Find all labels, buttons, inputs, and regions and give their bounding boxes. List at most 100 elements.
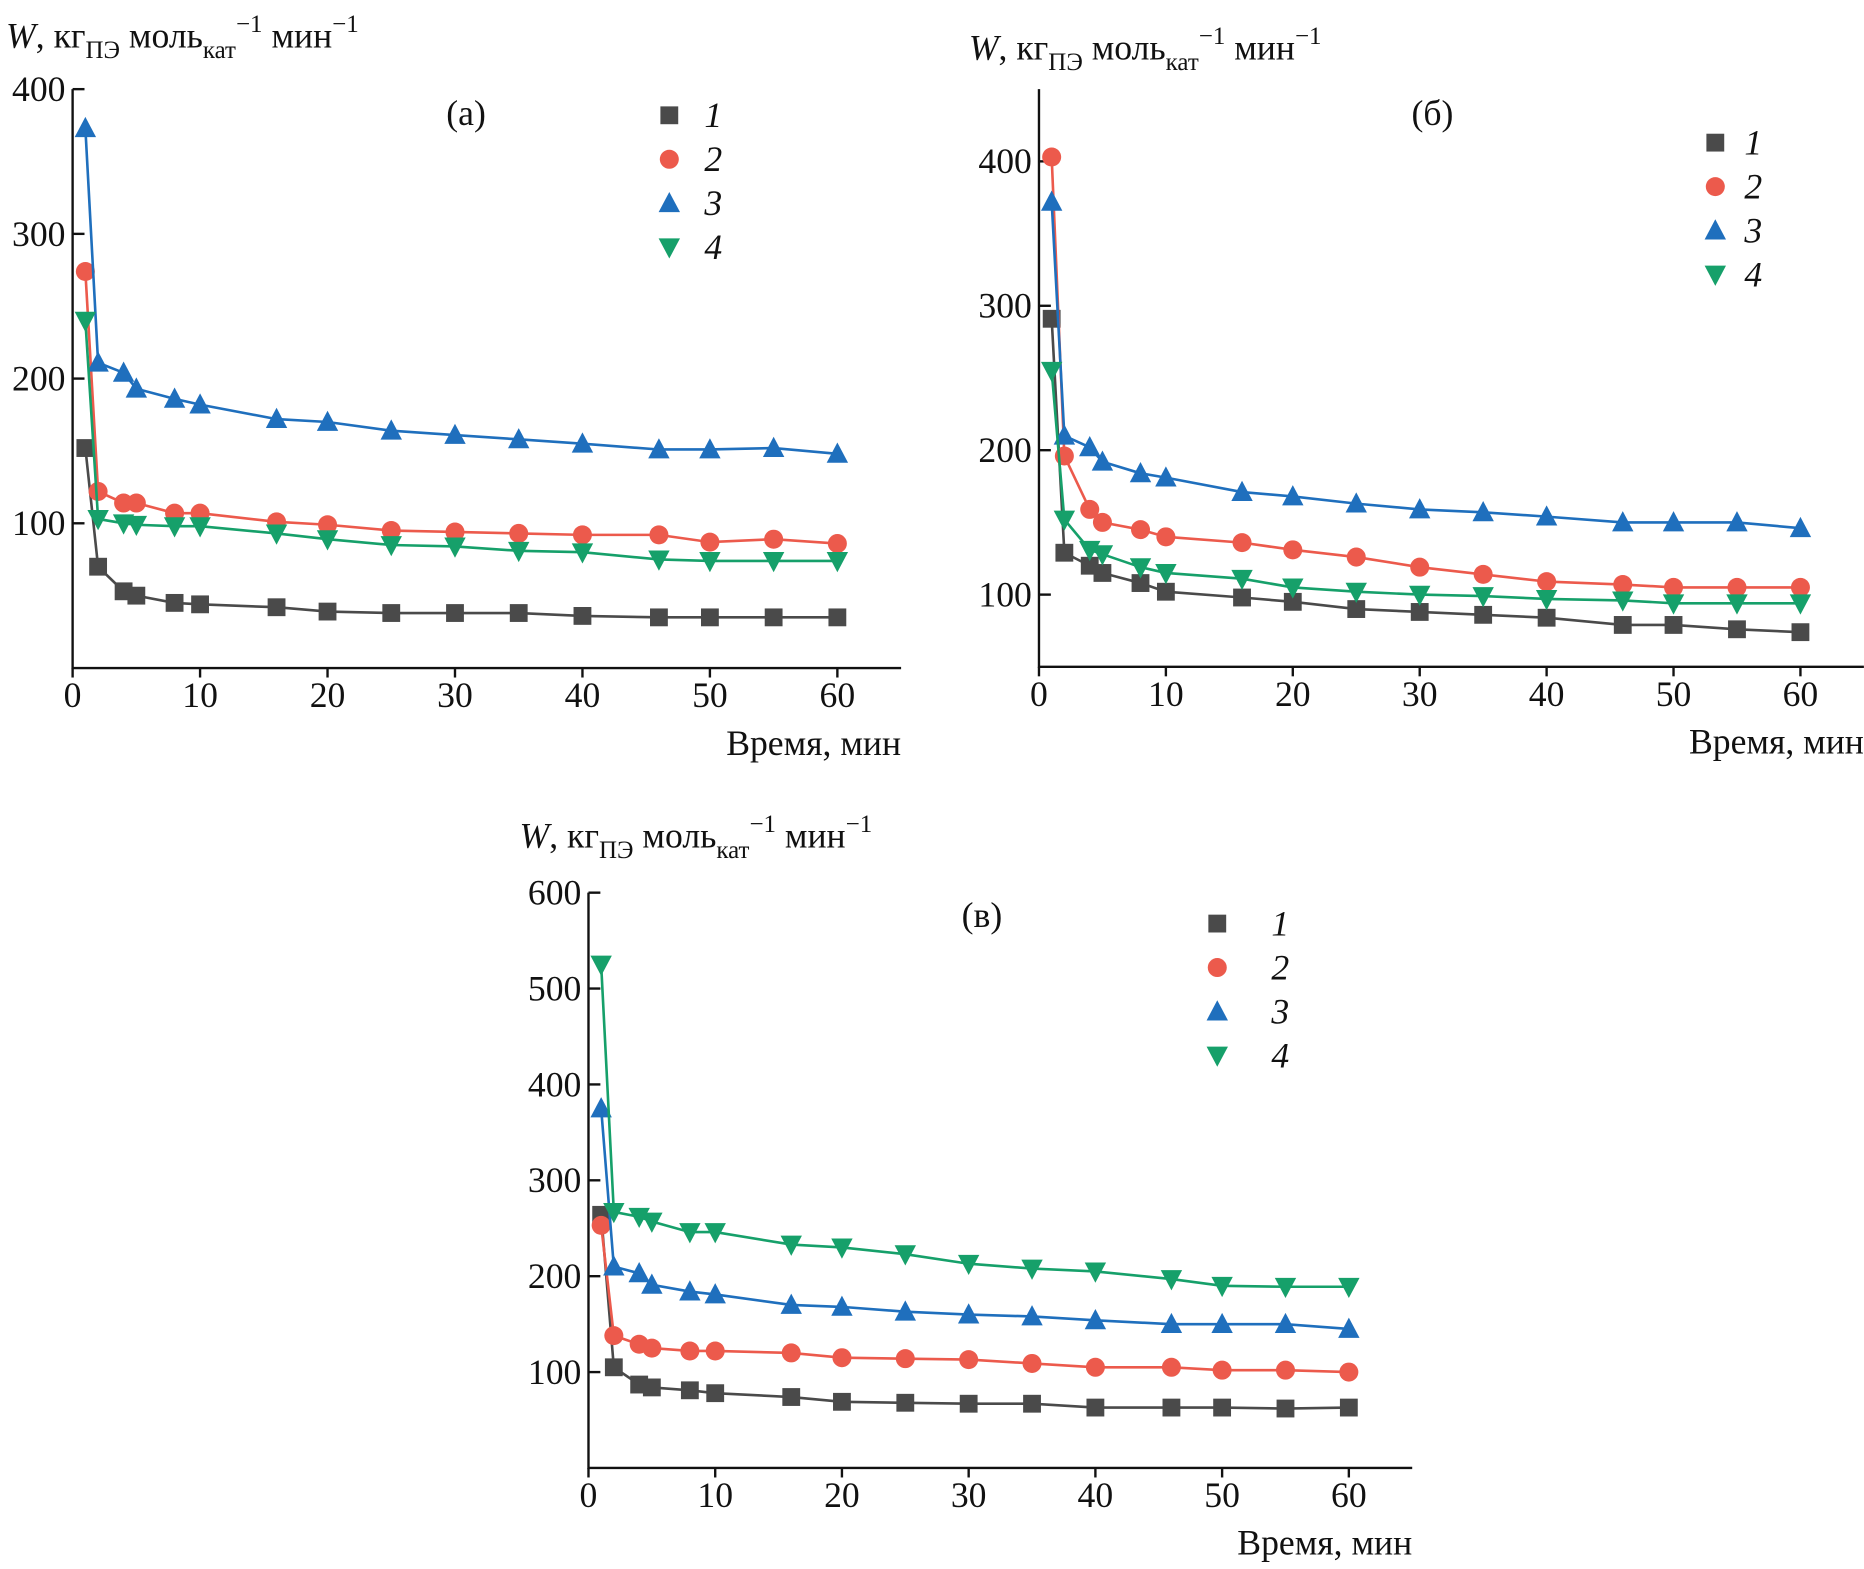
marker xyxy=(832,1348,852,1368)
marker xyxy=(1409,498,1431,519)
marker xyxy=(1283,540,1303,560)
marker xyxy=(1664,577,1684,597)
marker xyxy=(1283,592,1302,611)
x-tick-label: 50 xyxy=(1204,1475,1240,1515)
x-axis-label: Время, мин xyxy=(1689,722,1864,762)
legend-label: 3 xyxy=(703,183,722,223)
marker xyxy=(1282,578,1304,599)
y-axis-label-part: , кг xyxy=(999,27,1049,67)
marker xyxy=(89,557,108,576)
series-line xyxy=(84,320,838,563)
marker xyxy=(1156,582,1175,601)
marker xyxy=(1155,466,1177,487)
y-axis-label-part: кат xyxy=(203,37,236,64)
y-axis-label-part: ПЭ xyxy=(599,837,634,864)
y-axis-label-part: W xyxy=(6,16,39,56)
marker xyxy=(1042,147,1062,167)
marker xyxy=(704,1283,726,1304)
marker xyxy=(509,523,529,543)
x-tick-label: 30 xyxy=(1402,674,1438,714)
x-tick-label: 0 xyxy=(580,1475,598,1515)
marker xyxy=(1156,527,1176,547)
marker xyxy=(650,608,668,627)
marker xyxy=(1613,574,1633,595)
marker xyxy=(445,522,465,542)
x-axis-label: Время, мин xyxy=(726,723,901,763)
marker xyxy=(833,1392,851,1411)
marker xyxy=(1276,1399,1295,1418)
marker xyxy=(88,481,108,501)
marker xyxy=(700,608,719,627)
marker xyxy=(1084,1262,1107,1283)
marker xyxy=(1726,594,1748,615)
marker xyxy=(76,439,95,457)
y-tick-label: 200 xyxy=(528,1256,581,1296)
y-axis-label-part: кат xyxy=(716,837,749,864)
legend-label: 4 xyxy=(704,227,722,267)
marker xyxy=(604,1326,624,1346)
x-tick-label: 30 xyxy=(437,675,473,715)
marker xyxy=(1339,1362,1359,1382)
marker xyxy=(590,955,612,976)
marker xyxy=(189,393,211,414)
marker xyxy=(1662,594,1685,615)
marker xyxy=(508,541,530,563)
marker xyxy=(1345,492,1367,513)
marker xyxy=(573,607,592,625)
marker xyxy=(1728,620,1746,639)
marker xyxy=(648,550,670,571)
marker xyxy=(648,438,670,459)
marker xyxy=(1093,564,1112,582)
marker xyxy=(1040,190,1063,211)
x-tick-label: 20 xyxy=(310,675,346,715)
marker xyxy=(628,1262,650,1283)
legend-marker xyxy=(658,191,681,213)
marker xyxy=(126,493,146,513)
x-tick-label: 50 xyxy=(692,675,728,715)
y-tick-label: 100 xyxy=(978,575,1031,615)
marker xyxy=(1789,516,1812,538)
x-tick-label: 0 xyxy=(64,675,82,715)
marker xyxy=(1535,505,1558,526)
legend-marker xyxy=(1207,958,1227,978)
marker xyxy=(382,604,401,622)
marker xyxy=(446,604,464,622)
marker xyxy=(1055,543,1074,562)
y-axis-label: W, кгПЭ молькат−1 мин−1 xyxy=(969,23,1322,76)
marker xyxy=(764,608,783,627)
marker xyxy=(957,1303,980,1324)
marker xyxy=(1084,1309,1107,1330)
marker xyxy=(125,515,148,537)
marker xyxy=(380,419,402,440)
legend-label: 4 xyxy=(1271,1035,1289,1075)
legend-label: 3 xyxy=(1270,991,1289,1031)
legend-marker xyxy=(1208,914,1227,933)
x-tick-label: 0 xyxy=(1030,674,1048,714)
marker xyxy=(1040,361,1063,383)
y-tick-label: 400 xyxy=(528,1064,581,1104)
marker xyxy=(1346,547,1366,567)
x-tick-label: 60 xyxy=(1783,674,1819,714)
marker xyxy=(1042,309,1061,328)
marker xyxy=(112,361,135,382)
marker xyxy=(1160,1312,1183,1334)
marker xyxy=(1409,585,1431,606)
marker xyxy=(603,1203,625,1224)
y-axis-label: W, кгПЭ молькат−1 мин−1 xyxy=(520,811,873,864)
legend-label: 1 xyxy=(1744,123,1762,163)
marker xyxy=(1274,1312,1297,1334)
y-axis-label-part: моль xyxy=(120,16,203,56)
legend-marker xyxy=(1705,177,1725,197)
marker xyxy=(1129,462,1152,483)
marker xyxy=(1162,1398,1181,1417)
marker xyxy=(1053,510,1076,531)
marker xyxy=(1664,616,1683,634)
panel-label: (а) xyxy=(446,93,486,133)
marker xyxy=(165,593,184,612)
legend-marker xyxy=(658,238,681,259)
marker xyxy=(1023,1394,1041,1413)
marker xyxy=(699,552,721,573)
x-tick-label: 10 xyxy=(1148,674,1184,714)
y-axis-label-part: −1 xyxy=(846,811,873,838)
